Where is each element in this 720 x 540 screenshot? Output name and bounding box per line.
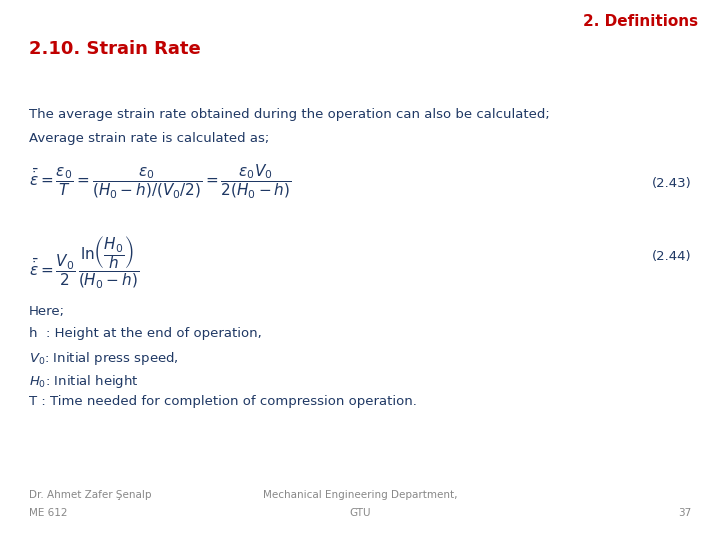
Text: h  : Height at the end of operation,: h : Height at the end of operation, bbox=[29, 327, 261, 340]
Text: $\bar{\dot{\varepsilon}} = \dfrac{V_0}{2} \, \dfrac{\ln\!\left(\dfrac{H_0}{h}\ri: $\bar{\dot{\varepsilon}} = \dfrac{V_0}{2… bbox=[29, 235, 139, 291]
Text: $\bar{\dot{\varepsilon}} = \dfrac{\varepsilon_0}{T} = \dfrac{\varepsilon_0}{(H_0: $\bar{\dot{\varepsilon}} = \dfrac{\varep… bbox=[29, 162, 292, 200]
Text: 2. Definitions: 2. Definitions bbox=[583, 14, 698, 29]
Text: Dr. Ahmet Zafer Şenalp: Dr. Ahmet Zafer Şenalp bbox=[29, 489, 151, 500]
Text: Mechanical Engineering Department,: Mechanical Engineering Department, bbox=[263, 489, 457, 500]
Text: (2.43): (2.43) bbox=[652, 177, 691, 190]
Text: $V_0$: Initial press speed,: $V_0$: Initial press speed, bbox=[29, 350, 179, 367]
Text: $H_0$: Initial height: $H_0$: Initial height bbox=[29, 373, 138, 389]
Text: 37: 37 bbox=[678, 508, 691, 518]
Text: Average strain rate is calculated as;: Average strain rate is calculated as; bbox=[29, 132, 269, 145]
Text: (2.44): (2.44) bbox=[652, 250, 691, 263]
Text: The average strain rate obtained during the operation can also be calculated;: The average strain rate obtained during … bbox=[29, 108, 549, 121]
Text: GTU: GTU bbox=[349, 508, 371, 518]
Text: 2.10. Strain Rate: 2.10. Strain Rate bbox=[29, 40, 201, 58]
Text: T : Time needed for completion of compression operation.: T : Time needed for completion of compre… bbox=[29, 395, 417, 408]
Text: Here;: Here; bbox=[29, 305, 65, 318]
Text: ME 612: ME 612 bbox=[29, 508, 67, 518]
